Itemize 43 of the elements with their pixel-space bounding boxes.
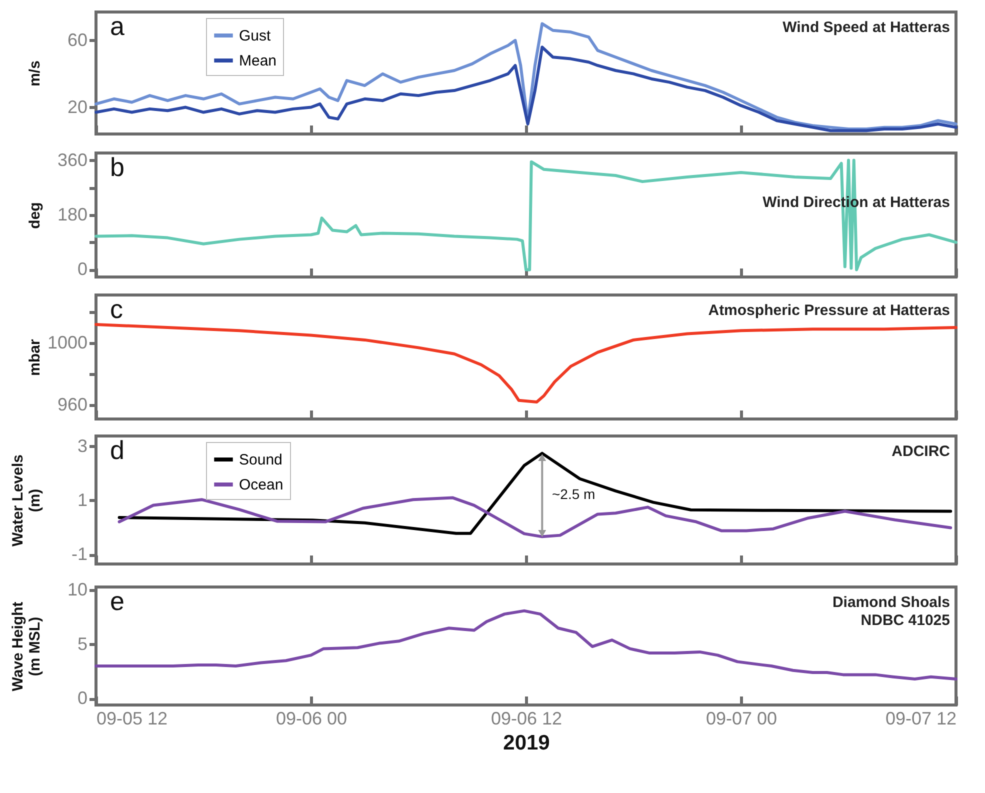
y-tick-label: 1000	[47, 332, 88, 353]
y-axis-title: deg	[26, 202, 44, 229]
y-tick-label: 60	[67, 30, 88, 50]
line-series	[94, 158, 958, 272]
y-tick-label: 0	[77, 688, 88, 708]
text: Diamond Shoals NDBC 41025	[832, 594, 950, 629]
y-tick-label: 360	[57, 150, 88, 170]
line-series	[94, 609, 958, 681]
y-tick-label: 10	[67, 580, 88, 600]
y-tick-label: 1	[77, 490, 88, 510]
text: ADCIRC	[892, 443, 950, 460]
text: Atmospheric Pressure at Hatteras	[708, 302, 950, 319]
y-axis-title: m/s	[26, 60, 44, 86]
y-tick-label: 0	[77, 259, 88, 280]
legend-label: Gust	[239, 28, 272, 44]
legend-label: Mean	[239, 52, 277, 70]
x-tick-label: 09-06 12	[490, 708, 562, 728]
annotation: ~2.5 m	[552, 486, 596, 502]
y-axis-title: Water Levels (m)	[10, 454, 44, 546]
y-tick-label: 180	[57, 204, 88, 224]
annotation: e	[110, 586, 124, 616]
annotation: b	[110, 152, 124, 182]
x-tick-label: 09-07 12	[885, 708, 956, 728]
annotation: c	[110, 294, 123, 324]
annotation: d	[110, 435, 124, 465]
y-axis-title: mbar	[26, 339, 44, 376]
x-tick-label: 09-05 12	[96, 708, 168, 728]
line-series	[94, 46, 958, 132]
y-tick-label: -1	[71, 544, 88, 564]
legend-label: Sound	[239, 452, 282, 468]
y-axis-title: Wave Height (m MSL)	[10, 602, 44, 692]
annotation: a	[110, 11, 125, 41]
x-tick-label: 09-07 00	[706, 708, 778, 728]
y-tick-label: 3	[77, 436, 88, 456]
y-tick-label: 5	[77, 634, 88, 654]
line-series	[94, 322, 958, 404]
y-tick-label: 960	[57, 394, 88, 415]
line-series	[94, 22, 958, 130]
x-tick-label: 09-06 00	[276, 708, 348, 728]
x-axis-title: 2019	[503, 732, 550, 754]
text: Wind Speed at Hatteras	[782, 19, 950, 36]
y-tick-label: 20	[67, 96, 88, 117]
legend-label: Ocean	[239, 476, 284, 494]
